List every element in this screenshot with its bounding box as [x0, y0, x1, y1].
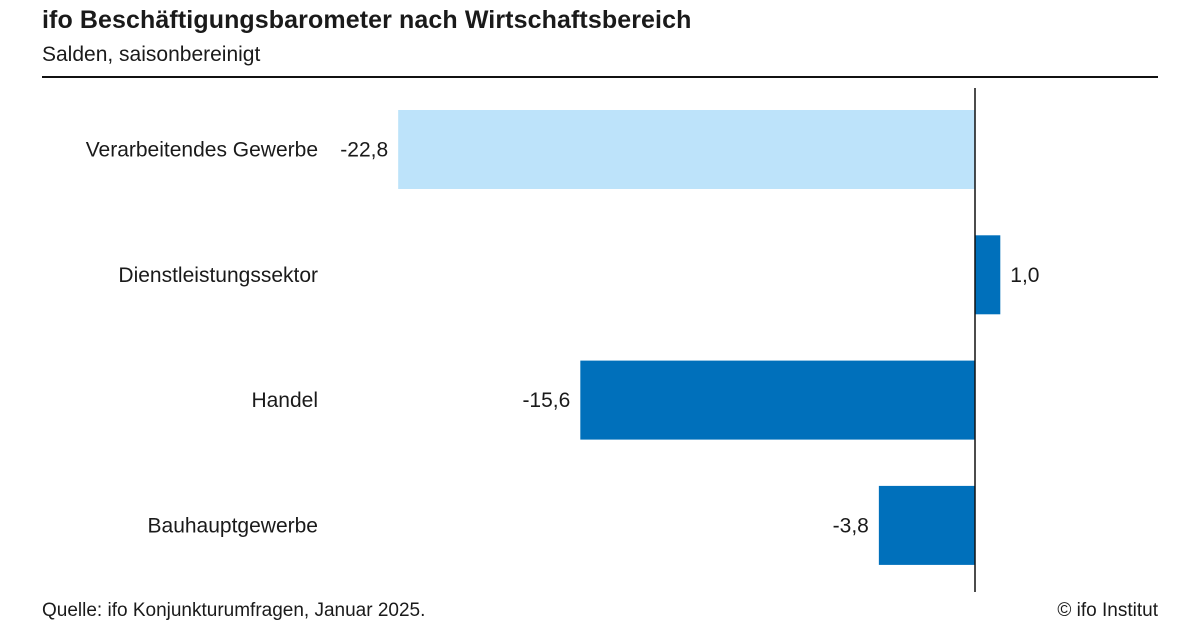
chart-title: ifo Beschäftigungsbarometer nach Wirtsch…	[42, 6, 692, 34]
copyright-note: © ifo Institut	[1057, 600, 1158, 621]
data-label: -15,6	[522, 389, 570, 412]
category-label: Bauhauptgewerbe	[148, 514, 318, 537]
data-label: -3,8	[833, 514, 869, 537]
category-label: Verarbeitendes Gewerbe	[86, 139, 318, 162]
chart-subtitle: Salden, saisonbereinigt	[42, 43, 261, 66]
source-note: Quelle: ifo Konjunkturumfragen, Januar 2…	[42, 600, 426, 621]
category-label: Handel	[251, 389, 318, 412]
data-label: -22,8	[340, 139, 388, 162]
data-label: 1,0	[1010, 264, 1039, 287]
header-rule	[42, 76, 1158, 78]
bar	[580, 360, 975, 440]
bar	[878, 485, 975, 565]
category-label: Dienstleistungssektor	[118, 264, 318, 287]
bar	[398, 110, 975, 189]
bar	[975, 235, 1001, 315]
